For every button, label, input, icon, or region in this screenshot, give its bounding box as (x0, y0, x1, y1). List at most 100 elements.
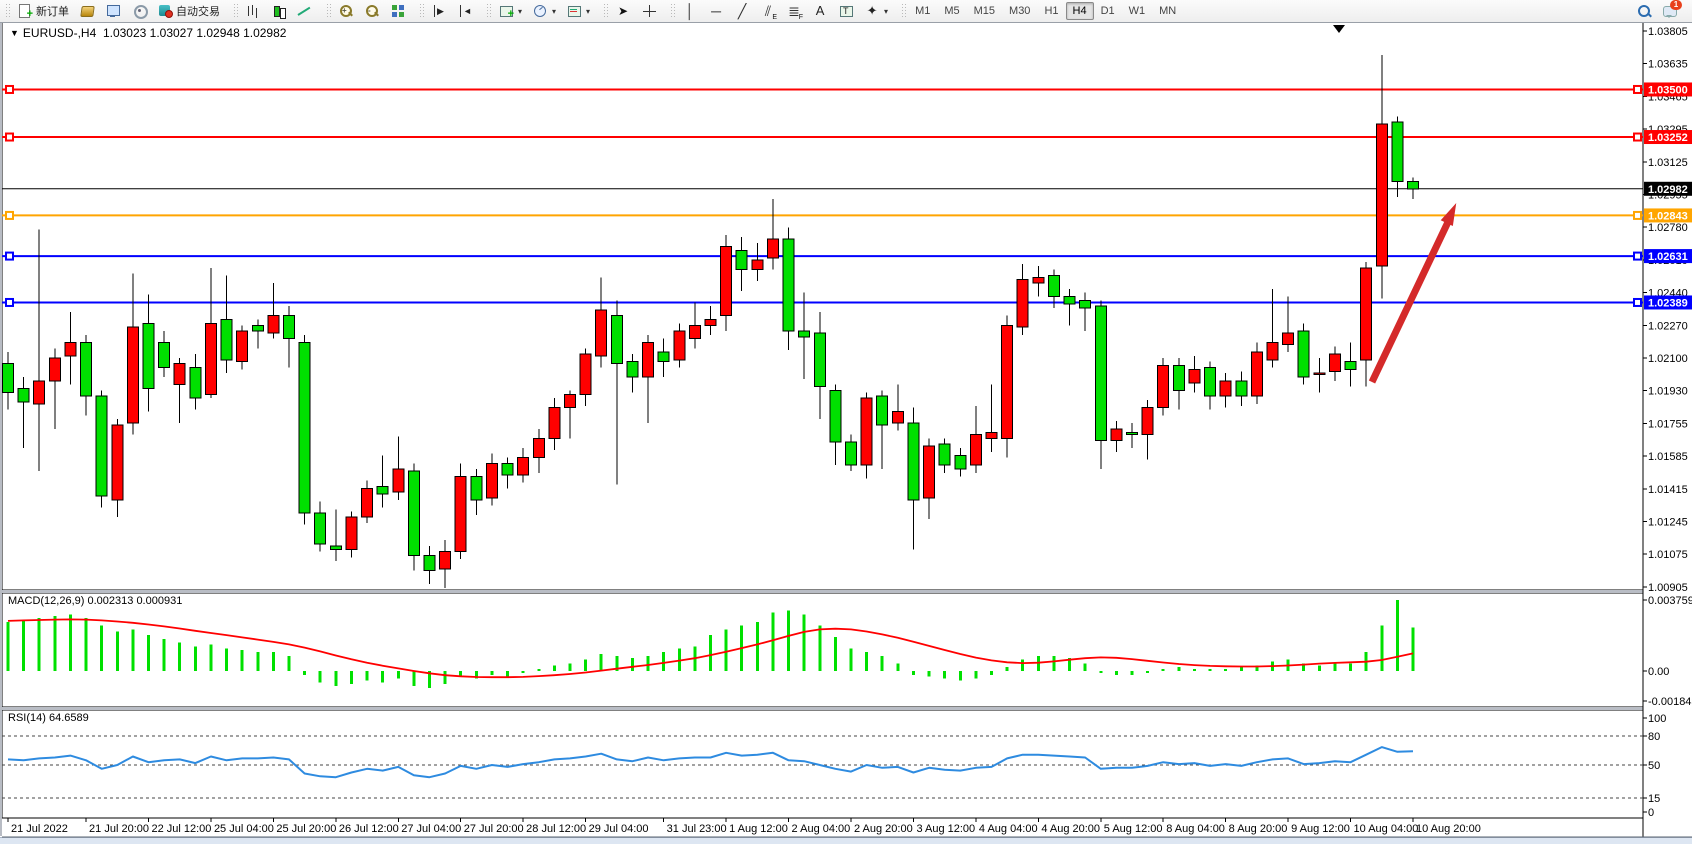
candle (1250, 351, 1263, 397)
time-axis[interactable]: 21 Jul 2022 21 Jul 20:00 22 Jul 12:00 25 Ju… (7, 818, 1481, 835)
templates-icon (566, 3, 582, 19)
text-button[interactable]: A (807, 2, 833, 20)
templates-caret-icon: ▾ (586, 6, 591, 16)
signals-button[interactable] (126, 2, 152, 20)
periods-button[interactable]: ▾ (527, 2, 561, 20)
channel-button[interactable]: ⫽ E (755, 2, 781, 21)
tf-d1-button[interactable]: D1 (1100, 5, 1115, 17)
tf-w1-button[interactable]: W1 (1128, 5, 1146, 17)
candle (798, 330, 811, 338)
notifications-button[interactable]: 1 (1657, 0, 1683, 20)
hline-marker[interactable] (5, 210, 14, 220)
tf-m30-button[interactable]: M30 (1009, 5, 1031, 17)
candle (1157, 365, 1170, 409)
chart-shift-button[interactable]: ◄ (452, 2, 478, 20)
toolbar-grip[interactable] (233, 3, 238, 19)
chart-shift-marker[interactable] (1333, 25, 1345, 33)
hline-marker[interactable] (1633, 210, 1642, 220)
candle (563, 393, 576, 409)
vertical-line-button[interactable]: │ (677, 2, 703, 20)
candle (1125, 432, 1138, 436)
auto-scroll-button[interactable]: ▶ (426, 2, 452, 20)
fibonacci-icon: ≣ F (788, 3, 804, 21)
text-label-button[interactable]: T (833, 2, 859, 20)
candle (189, 366, 202, 399)
candle (735, 250, 748, 271)
arrows-icon: ✦ (866, 3, 878, 18)
rsi-panel: 100 80 50 15 0 (2, 713, 1666, 819)
hline-marker[interactable] (5, 84, 14, 94)
horizontal-line-button[interactable]: ─ (703, 2, 729, 20)
zoom-in-button[interactable]: + (333, 2, 359, 20)
templates-button[interactable]: ▾ (561, 2, 595, 20)
crosshair-button[interactable] (636, 2, 662, 20)
candle (954, 455, 967, 470)
candlestick-button[interactable] (266, 2, 292, 20)
candle (907, 422, 920, 501)
toolbar-grip[interactable] (486, 3, 491, 19)
hline-marker[interactable] (1633, 84, 1642, 94)
rsi-indicator-label: RSI(14) 64.6589 (8, 712, 89, 724)
candle (1282, 332, 1295, 345)
price-badge (1644, 181, 1692, 196)
horizontal-lines[interactable]: 1.03500 1.03252 1.02982 1.02843 1.02631 1.023… (2, 82, 1692, 310)
indicators-button[interactable]: + ▾ (493, 2, 527, 20)
hline-marker[interactable] (1633, 132, 1642, 142)
tf-mn-button[interactable]: MN (1159, 5, 1177, 17)
candle (329, 545, 342, 551)
svg-text:1.02843: 1.02843 (1648, 210, 1688, 222)
candle (17, 388, 30, 403)
tile-windows-button[interactable] (385, 2, 411, 20)
svg-text:4 Aug 04:00: 4 Aug 04:00 (979, 823, 1038, 835)
candle (454, 476, 467, 553)
market-watch-button[interactable] (74, 2, 100, 20)
hline-marker[interactable] (1633, 297, 1642, 307)
toolbar-grip[interactable] (326, 3, 331, 19)
svg-text:0: 0 (1648, 807, 1654, 819)
hline-marker[interactable] (5, 297, 14, 307)
chart-title[interactable]: ▼ EURUSD-,H4 1.03023 1.03027 1.02948 1.02… (10, 26, 286, 40)
svg-text:1.02982: 1.02982 (1648, 184, 1688, 196)
candle (595, 309, 608, 357)
candle (829, 389, 842, 443)
new-order-button[interactable]: + 新订单 (12, 2, 74, 20)
tf-m15-button[interactable]: M15 (973, 5, 996, 17)
tf-m5-button[interactable]: M5 (944, 5, 960, 17)
auto-trading-button[interactable]: 自动交易 (152, 2, 225, 20)
toolbar-grip[interactable] (603, 3, 609, 19)
candle (766, 238, 779, 259)
svg-text:21 Jul 2022: 21 Jul 2022 (11, 823, 68, 835)
arrows-button[interactable]: ✦ ▾ (859, 2, 893, 20)
new-order-label: 新订单 (36, 6, 69, 18)
tf-h4-button[interactable]: H4 (1065, 2, 1094, 20)
toolbar-grip[interactable] (670, 3, 676, 19)
hline-marker[interactable] (5, 132, 14, 142)
svg-text:10 Aug 20:00: 10 Aug 20:00 (1416, 823, 1481, 835)
zoom-out-button[interactable]: - (359, 2, 385, 20)
terminal-button[interactable] (100, 2, 126, 20)
candle (33, 380, 46, 405)
candle (485, 462, 498, 499)
candle (345, 516, 358, 551)
toolbar-grip[interactable] (419, 3, 424, 19)
hline-marker[interactable] (5, 251, 14, 261)
candle (158, 342, 171, 368)
chart-collapse-icon[interactable]: ▼ (10, 28, 19, 38)
fibonacci-button[interactable]: ≣ F (781, 2, 807, 21)
candle (361, 487, 374, 518)
trend-arrow[interactable] (1368, 202, 1457, 384)
line-chart-button[interactable] (292, 2, 318, 20)
zoom-out-icon: - (364, 3, 380, 19)
toolbar-grip[interactable] (5, 3, 10, 19)
bar-chart-button[interactable] (240, 2, 266, 20)
cursor-button[interactable]: ➤ (610, 2, 636, 20)
tf-m1-button[interactable]: M1 (915, 5, 931, 17)
trendline-button[interactable]: ╱ (729, 2, 755, 20)
svg-text:0.00: 0.00 (1648, 666, 1669, 678)
search-button[interactable] (1631, 2, 1657, 20)
tf-h1-button[interactable]: H1 (1044, 5, 1059, 17)
hline-marker[interactable] (1633, 251, 1642, 261)
candle (1391, 121, 1404, 183)
toolbar-grip[interactable] (901, 3, 907, 19)
